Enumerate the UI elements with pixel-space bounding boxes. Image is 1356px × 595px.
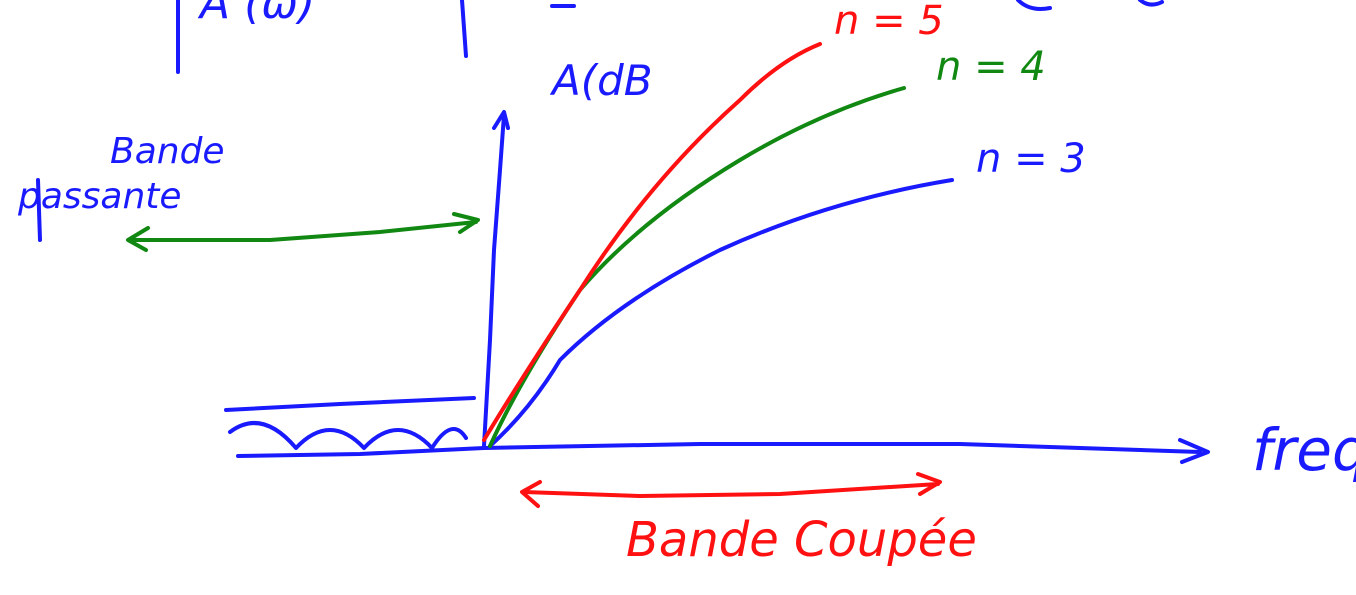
curve-n3-label: n = 3 [976,136,1086,182]
ripple-wave [228,421,468,450]
x-axis-label: freq [1252,416,1356,484]
x-axis-arrowhead [1178,438,1210,464]
curve-n5 [482,42,822,442]
ripple-upper-bound [224,396,476,412]
y-axis-line [482,113,506,448]
top-formula-text: A (ω) [197,0,315,29]
passband-arrowhead-right [452,212,480,234]
stopband-label: Bande Coupée [626,512,977,568]
stopband-annotation: Bande Coupée [520,472,977,568]
curve-n5-label: n = 5 [834,0,944,44]
passband-arrow-line [130,220,478,242]
top-right-paren-fragment [1016,0,1052,11]
passband-annotation: Bande passante [17,131,480,252]
stopband-arrowhead-right [916,472,942,496]
y-axis: A(dB [482,56,653,448]
passband-left-bar [36,178,42,242]
y-axis-label: A(dB [549,56,653,105]
attenuation-curves: n = 5 n = 4 n = 3 [482,0,1086,448]
passband-word-2: passante [17,176,182,217]
curve-n4-label: n = 4 [936,44,1046,90]
stopband-arrow-line [522,482,940,498]
top-formula-fragment: A (ω) [176,0,1164,74]
curve-n3 [488,178,954,448]
x-axis-line [236,442,1202,458]
abs-bar-right [460,0,468,58]
passband-ripple [224,396,476,450]
passband-word-1: Bande [110,131,225,172]
stopband-arrowhead-left [520,480,542,508]
y-axis-arrowhead [492,110,510,130]
top-right-paren-fragment-2 [1138,0,1164,7]
x-axis: freq [236,416,1356,484]
passband-arrowhead-left [126,226,150,252]
